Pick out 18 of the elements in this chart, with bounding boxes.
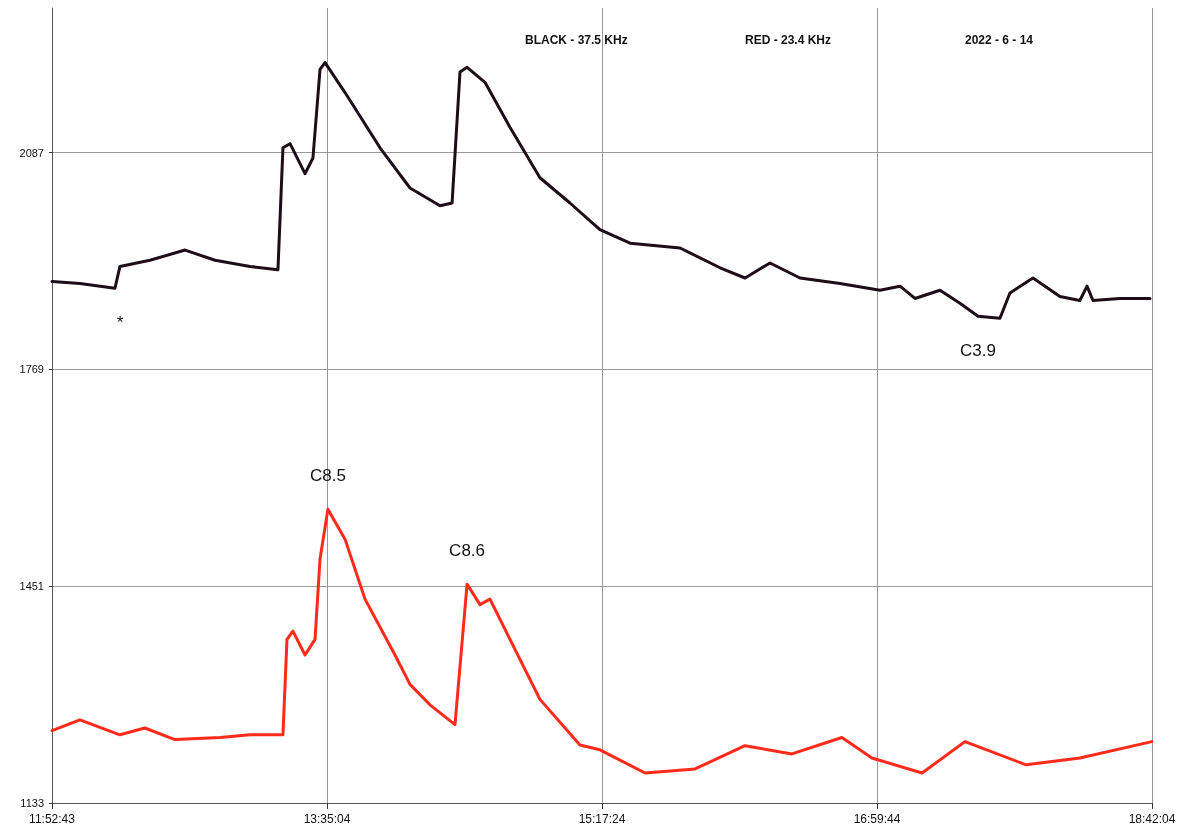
x-tick-label: 15:17:24 — [578, 812, 626, 826]
line-series — [50, 61, 1152, 320]
annotation: * — [116, 312, 124, 332]
annotation: C8.6 — [449, 540, 486, 560]
y-tick-label: 1769 — [19, 363, 44, 376]
y-tick-label: 1133 — [20, 797, 44, 809]
annotation: C3.9 — [960, 340, 996, 360]
x-tick-label: 18:42:04 — [1128, 812, 1176, 826]
x-tick-label: 11:52:43 — [29, 812, 76, 826]
annotation: RED - 23.4 KHz — [745, 33, 832, 47]
annotation: C8.5 — [309, 465, 346, 485]
x-tick-label: 16:59:44 — [853, 812, 901, 826]
x-tick-label: 13:35:04 — [303, 812, 351, 826]
y-tick-label: 2087 — [19, 146, 44, 159]
annotation: 2022 - 6 - 14 — [965, 33, 1034, 47]
annotation: BLACK - 37.5 KHz — [525, 33, 628, 47]
line-series — [50, 507, 1154, 775]
y-tick-label: 1451 — [19, 580, 44, 593]
